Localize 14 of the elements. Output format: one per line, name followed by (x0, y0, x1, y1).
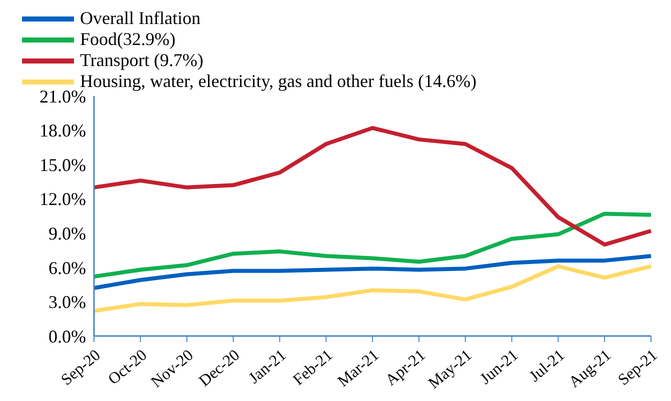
line-series (92, 264, 653, 313)
y-tick-label: 0.0% (48, 326, 86, 346)
y-tick-label: 15.0% (40, 154, 86, 175)
legend-label: Transport (9.7%) (80, 50, 204, 71)
legend-label: Overall Inflation (80, 8, 200, 29)
y-tick-label: 3.0% (48, 292, 86, 312)
line-series (92, 212, 653, 279)
legend-label: Food(32.9%) (80, 29, 176, 50)
y-tick-label: 12.0% (40, 189, 86, 210)
line-series (92, 254, 653, 290)
line-series (92, 126, 653, 247)
y-tick-label: 18.0% (40, 120, 86, 141)
y-tick-label: 6.0% (48, 258, 86, 278)
y-tick-label: 9.0% (48, 224, 86, 244)
